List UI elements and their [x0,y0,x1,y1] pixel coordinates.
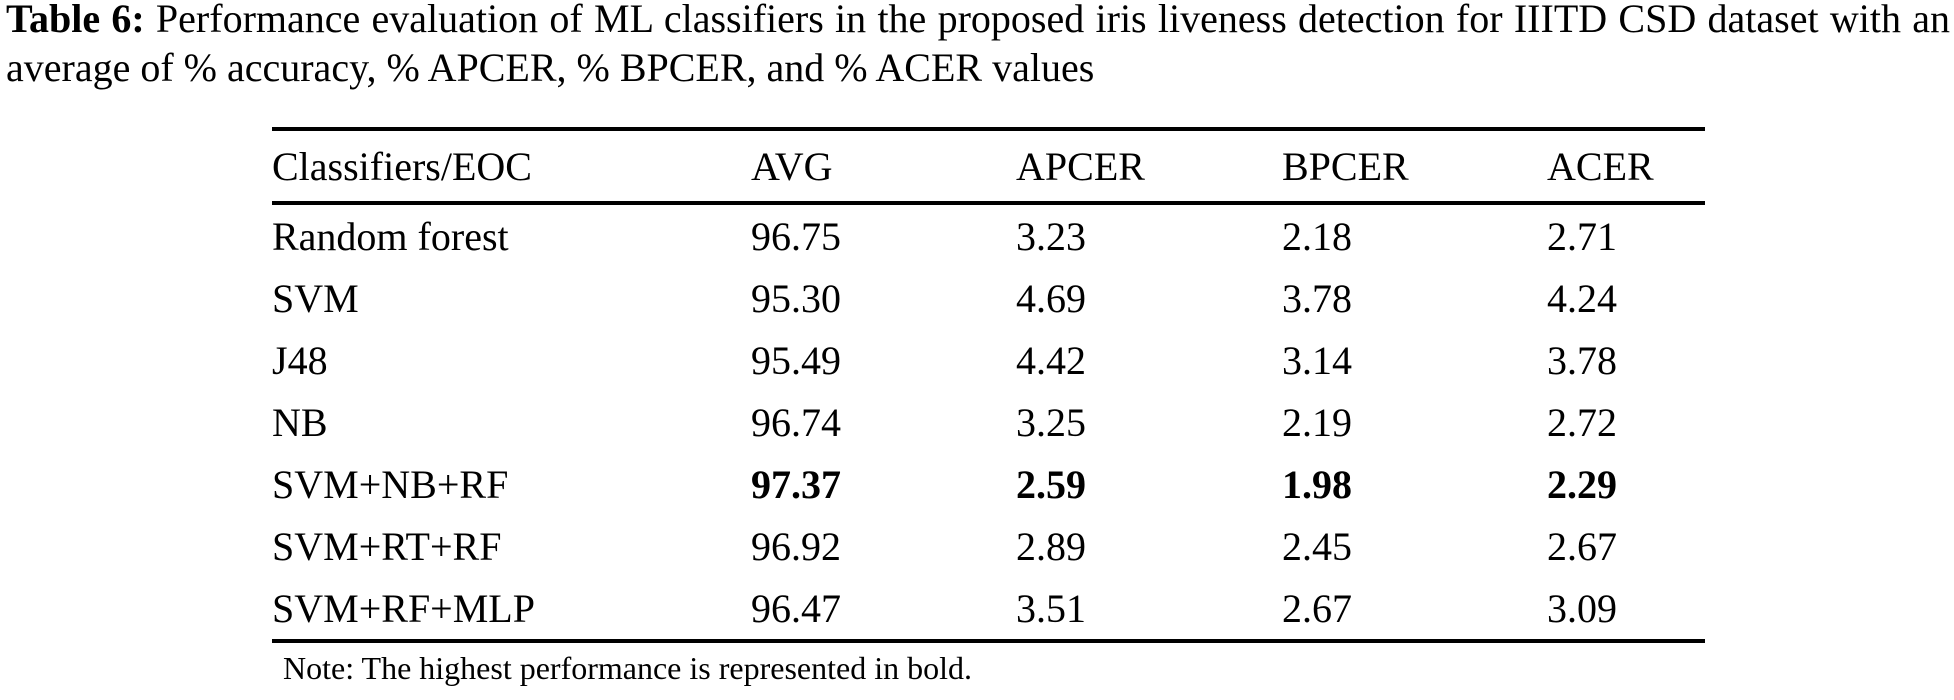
table-caption: Table 6: Performance evaluation of ML cla… [6,0,1950,92]
cell-classifier: Random forest [272,213,509,259]
cell-classifier: SVM+RT+RF [272,523,502,569]
cell-classifier: SVM [272,275,359,321]
cell-bpcer: 2.19 [1282,399,1352,445]
cell-bpcer: 1.98 [1282,461,1352,507]
cell-bpcer: 2.45 [1282,523,1352,569]
cell-avg: 97.37 [751,461,841,507]
cell-apcer: 4.42 [1016,337,1086,383]
cell-classifier: SVM+RF+MLP [272,585,535,631]
cell-acer: 3.09 [1547,585,1617,631]
cell-apcer: 2.59 [1016,461,1086,507]
cell-classifier: J48 [272,337,328,383]
cell-acer: 3.78 [1547,337,1617,383]
table-row: NB 96.74 3.25 2.19 2.72 [272,391,1705,453]
column-header-classifiers: Classifiers/EOC [272,129,751,205]
cell-bpcer: 3.78 [1282,275,1352,321]
cell-acer: 4.24 [1547,275,1617,321]
column-header-avg: AVG [751,129,1016,205]
column-header-bpcer: BPCER [1282,129,1547,205]
cell-apcer: 2.89 [1016,523,1086,569]
cell-acer: 2.29 [1547,461,1617,507]
table-caption-text: Performance evaluation of ML classifiers… [6,0,1950,90]
column-header-apcer: APCER [1016,129,1282,205]
cell-acer: 2.71 [1547,213,1617,259]
cell-avg: 96.47 [751,585,841,631]
cell-apcer: 3.25 [1016,399,1086,445]
column-header-acer: ACER [1547,129,1705,205]
table-row: J48 95.49 4.42 3.14 3.78 [272,329,1705,391]
cell-avg: 96.75 [751,213,841,259]
cell-bpcer: 2.67 [1282,585,1352,631]
header-row: Classifiers/EOC AVG APCER BPCER ACER [272,129,1705,205]
table-note: Note: The highest performance is represe… [283,650,972,686]
table-row: SVM 95.30 4.69 3.78 4.24 [272,267,1705,329]
table-caption-label: Table 6: [6,0,145,41]
cell-classifier: NB [272,399,328,445]
cell-classifier: SVM+NB+RF [272,461,509,507]
cell-avg: 96.92 [751,523,841,569]
cell-apcer: 4.69 [1016,275,1086,321]
table-row: SVM+RF+MLP 96.47 3.51 2.67 3.09 [272,577,1705,641]
cell-avg: 95.30 [751,275,841,321]
cell-avg: 95.49 [751,337,841,383]
cell-apcer: 3.51 [1016,585,1086,631]
cell-acer: 2.72 [1547,399,1617,445]
cell-apcer: 3.23 [1016,213,1086,259]
table-row: Random forest 96.75 3.23 2.18 2.71 [272,203,1705,267]
cell-bpcer: 3.14 [1282,337,1352,383]
results-table: Classifiers/EOC AVG APCER BPCER ACER Ran… [272,127,1705,643]
cell-acer: 2.67 [1547,523,1617,569]
cell-avg: 96.74 [751,399,841,445]
table-row: SVM+NB+RF 97.37 2.59 1.98 2.29 [272,453,1705,515]
table-row: SVM+RT+RF 96.92 2.89 2.45 2.67 [272,515,1705,577]
cell-bpcer: 2.18 [1282,213,1352,259]
